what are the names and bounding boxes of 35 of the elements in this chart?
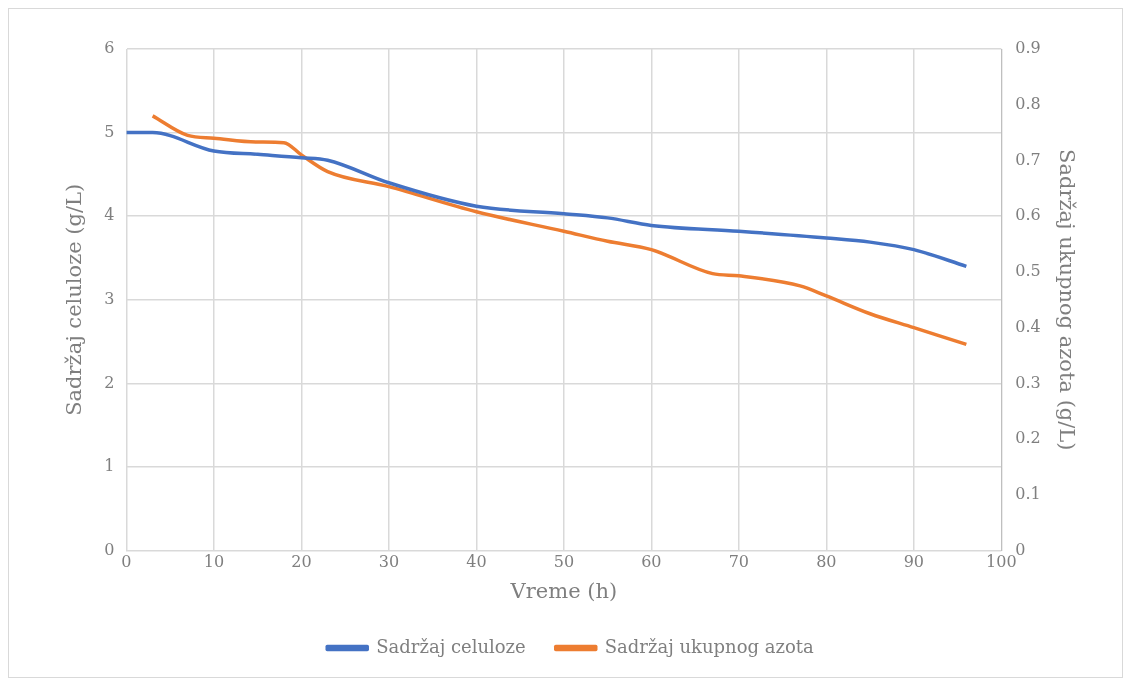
x-tick-label: 10	[203, 552, 225, 572]
x-tick-label: 60	[641, 552, 662, 572]
x-tick-label: 70	[728, 552, 750, 572]
legend-label: Sadržaj celuloze	[376, 635, 526, 657]
y2-tick-label: 0.4	[1015, 316, 1041, 336]
y-tick-label: 5	[104, 121, 115, 141]
legend-label: Sadržaj ukupnog azota	[604, 635, 815, 657]
y2-tick-label: 0.2	[1015, 428, 1041, 448]
x-tick-label: 100	[986, 552, 1017, 572]
y-tick-label: 1	[104, 456, 115, 476]
x-tick-label: 90	[903, 552, 925, 572]
y2-tick-label: 0.8	[1015, 93, 1041, 113]
x-tick-label: 0	[121, 552, 132, 572]
y2-tick-label: 0.5	[1015, 261, 1041, 281]
y-tick-label: 3	[104, 288, 115, 308]
y2-axis-title: Sadržaj ukupnog azota (g/L)	[1054, 149, 1079, 451]
x-axis-title: Vreme (h)	[509, 578, 618, 603]
y2-tick-label: 0.6	[1015, 205, 1041, 225]
y2-tick-label: 0.1	[1015, 484, 1041, 504]
y-tick-label: 6	[104, 38, 115, 58]
y2-tick-label: 0.9	[1015, 38, 1041, 58]
y-tick-label: 2	[104, 372, 115, 392]
y2-tick-label: 0.7	[1015, 149, 1041, 169]
y2-tick-label: 0.3	[1015, 372, 1041, 392]
x-tick-label: 30	[378, 552, 400, 572]
x-tick-label: 20	[291, 552, 312, 572]
y2-tick-label: 0	[1015, 539, 1026, 559]
y-tick-label: 0	[104, 539, 115, 559]
x-tick-label: 80	[816, 552, 837, 572]
x-tick-label: 50	[553, 552, 575, 572]
line-series	[150, 114, 969, 347]
y-axis-title: Sadržaj celuloze (g/L)	[62, 183, 87, 416]
line-series	[126, 130, 969, 269]
x-tick-label: 40	[466, 552, 487, 572]
y-tick-label: 4	[104, 205, 115, 225]
